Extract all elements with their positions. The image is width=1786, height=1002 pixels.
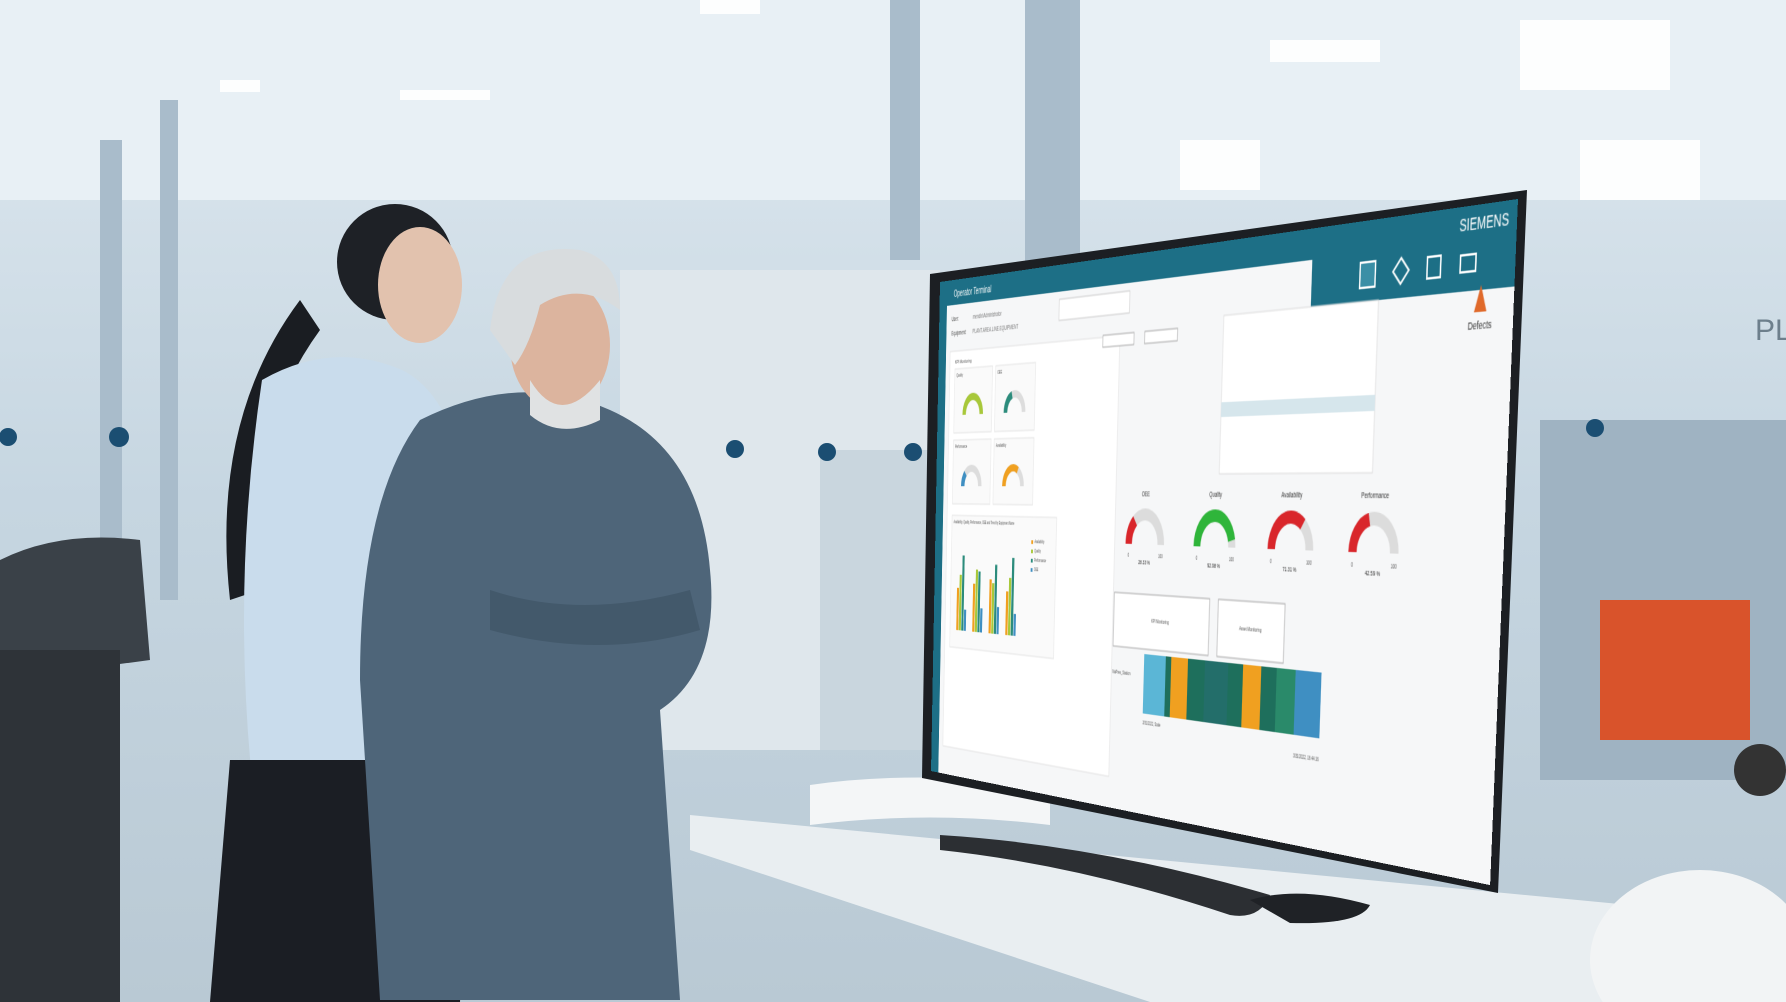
hair (490, 249, 620, 365)
timeline-start: 3/31/2022, Scale (1142, 720, 1161, 729)
timeline-end: 3/31/2022, 16:44:16 (1293, 753, 1319, 764)
legend-label: OEE (1034, 567, 1039, 573)
gauge-title: Performance (1361, 491, 1390, 500)
timeline-segment (1259, 666, 1277, 733)
card-title: OEE (997, 370, 1002, 376)
gauge-min: 0 (1196, 555, 1198, 561)
beard (530, 380, 600, 429)
equipment-label: Equipment: (951, 328, 966, 336)
gauges: OEE 0 100 28.33 % Quality 0 100 92.98 % Availabi… (1127, 490, 1399, 578)
card-title: Performance (955, 444, 967, 450)
chart-bar (963, 609, 967, 631)
gauge-max: 100 (1306, 560, 1312, 567)
crossed-arms (490, 590, 700, 645)
timeline: KPI Monitoring Asset Monitoring NaPres_Sta… (1111, 592, 1322, 764)
timeline-label: NaPres_Station (1112, 669, 1130, 677)
timeline-segment (1293, 669, 1322, 739)
gauge-value: 42.59 % (1365, 568, 1381, 578)
chart-title: Availability, Quality, Performance, OEE … (954, 519, 1015, 526)
timeline-segment (1274, 667, 1296, 735)
button-label[interactable]: KPI Monitoring (1151, 618, 1169, 626)
legend-swatch (1030, 568, 1033, 572)
timeline-segment (1226, 662, 1244, 728)
hard-hat (1590, 870, 1786, 1002)
mini-chart: Availability, Quality, Performance, OEE … (950, 515, 1057, 658)
gauge-value: 28.33 % (1138, 558, 1150, 566)
dropdown[interactable] (1144, 328, 1177, 343)
gauge-title: Availability (1281, 491, 1303, 500)
button-label[interactable]: Asset Monitoring (1239, 626, 1262, 634)
card-title: Availability (996, 443, 1007, 449)
monitor-stand (940, 835, 1270, 916)
defects[interactable]: Defects (1467, 321, 1491, 334)
dropdown[interactable] (1103, 332, 1134, 347)
dashboard: SIEMENS Operator Terminal User: mendix\A… (931, 198, 1518, 886)
legend-label: Quality (1034, 548, 1041, 554)
timeline-segment (1169, 656, 1189, 720)
legend-swatch (1031, 549, 1033, 554)
timeline-segment (1142, 654, 1166, 717)
glass-dots (0, 419, 1604, 461)
timeline-segment (1186, 658, 1206, 722)
user-value: mendix\Administrator (973, 310, 1002, 320)
face (378, 227, 462, 343)
small-gauges: Quality OEE Performance Availability (952, 363, 1035, 505)
gauge-value: 92.98 % (1207, 561, 1220, 570)
gauge-min: 0 (1128, 552, 1130, 558)
card (952, 439, 991, 504)
chart-card (950, 515, 1057, 658)
gauge-title: Quality (1209, 490, 1223, 498)
legend-swatch (1031, 540, 1034, 545)
machine-panel (820, 450, 930, 750)
legend-label: Availability (1034, 539, 1044, 545)
wall-text: PL (1755, 314, 1786, 347)
chair (0, 537, 150, 680)
jacket (360, 392, 712, 1000)
gauge-max: 100 (1229, 557, 1234, 564)
forklift (1600, 600, 1750, 740)
gauge-max: 100 (1158, 554, 1163, 560)
legend-swatch (1030, 558, 1033, 563)
side-nav (931, 305, 947, 773)
app-title: Operator Terminal (954, 283, 992, 299)
wheel (1734, 744, 1786, 796)
legend-label: Performance (1034, 558, 1046, 564)
chart-bar (1013, 613, 1016, 636)
tab[interactable]: KPI Monitoring (955, 356, 972, 364)
gauge-min: 0 (1270, 558, 1272, 565)
mouse (1250, 893, 1370, 924)
card-title: Quality (956, 373, 963, 379)
gauge-title: OEE (1142, 490, 1150, 498)
chair-back (0, 650, 120, 1002)
gauge-max: 100 (1391, 564, 1397, 571)
gauge-min: 0 (1351, 562, 1353, 569)
tree-list (1219, 300, 1378, 474)
user-label: User: (952, 315, 959, 323)
gauge-value: 71.31 % (1282, 564, 1297, 573)
timeline-segment (1203, 660, 1229, 726)
screen (931, 198, 1518, 886)
ceiling-lights (220, 0, 1700, 200)
equipment-value: PLANT.AREA.LINE.EQUIPMENT (972, 323, 1018, 335)
left-panel (943, 336, 1120, 777)
timeline-segment (1241, 664, 1262, 730)
card (954, 366, 993, 433)
